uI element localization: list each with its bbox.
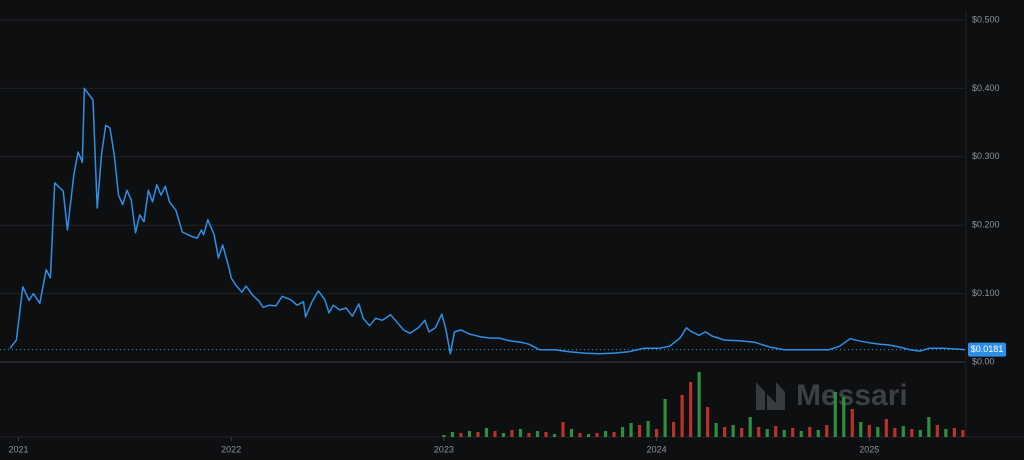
volume-bar <box>731 425 735 437</box>
volume-bar <box>910 429 914 437</box>
volume-bar <box>714 423 718 437</box>
y-tick-label: $0.100 <box>972 288 1000 298</box>
y-tick-label: $0.00 <box>972 356 995 366</box>
volume-bar <box>816 430 820 437</box>
volume-bar <box>765 429 769 437</box>
volume-bar <box>808 427 812 437</box>
volume-bar <box>450 432 455 437</box>
volume-bar <box>944 429 948 437</box>
volume-bar <box>706 407 710 437</box>
volume-bar <box>842 397 846 437</box>
volume-bar <box>586 434 591 437</box>
volume-bar <box>646 421 650 437</box>
volume-bar <box>901 426 905 437</box>
volume-bar <box>799 431 803 437</box>
volume-bar <box>697 372 701 437</box>
watermark: Messari <box>796 379 908 412</box>
x-tick-label: 2022 <box>221 444 241 454</box>
volume-bar <box>527 433 531 437</box>
volume-bar <box>672 422 676 437</box>
volume-bar <box>459 433 463 437</box>
volume-bar <box>561 422 565 437</box>
volume-bar <box>501 433 506 437</box>
y-tick-label: $0.500 <box>972 14 1000 24</box>
volume-bar <box>689 382 693 437</box>
volume-bar <box>918 430 922 437</box>
volume-bar <box>740 428 744 437</box>
volume-bar <box>476 432 480 437</box>
volume-bar <box>884 419 888 437</box>
volume-bar <box>893 428 897 437</box>
volume-bar <box>680 395 684 437</box>
price-line <box>9 87 966 355</box>
volume-bar <box>774 426 778 437</box>
y-tick-label: $0.300 <box>972 151 1000 161</box>
x-tick-label: 2023 <box>434 444 454 454</box>
volume-bar <box>833 392 837 437</box>
volume-bar <box>637 425 642 437</box>
volume-bar <box>578 433 582 437</box>
volume-bar <box>663 399 667 437</box>
watermark-logo <box>756 382 785 410</box>
volume-bar <box>791 428 795 437</box>
volume-bar <box>935 425 939 437</box>
volume-bar <box>961 430 965 437</box>
volume-bar <box>569 429 574 437</box>
volume-bar <box>723 427 727 437</box>
volume-bar <box>612 432 616 437</box>
volume-bar <box>876 427 880 437</box>
volume-bar <box>595 433 599 437</box>
volume-bar <box>654 429 659 437</box>
volume-bar <box>629 423 633 437</box>
y-tick-label: $0.200 <box>972 220 1000 230</box>
volume-bar <box>510 430 514 437</box>
x-tick-label: 2024 <box>647 444 667 454</box>
volume-bar <box>927 417 931 437</box>
volume-bar <box>518 429 523 437</box>
current-price-label: $0.0181 <box>971 344 1004 354</box>
y-tick-label: $0.400 <box>972 83 1000 93</box>
volume-bar <box>544 432 548 437</box>
volume-bar <box>484 428 489 437</box>
volume-bar <box>748 417 752 437</box>
current-price-badge <box>968 342 1006 357</box>
x-tick-label: 2025 <box>859 444 879 454</box>
volume-bar <box>603 431 608 437</box>
volume-bar <box>535 431 540 437</box>
volume-bar <box>467 431 472 437</box>
volume-bar <box>620 427 625 437</box>
volume-bar <box>757 427 761 437</box>
volume-bar <box>859 422 863 437</box>
volume-bar <box>825 425 829 437</box>
volume-bar <box>442 435 446 437</box>
x-tick-label: 2021 <box>8 444 28 454</box>
volume-bar <box>782 430 786 437</box>
volume-bar <box>867 425 871 437</box>
volume-bar <box>493 431 497 437</box>
volume-bar <box>552 434 557 437</box>
volume-bar <box>952 428 956 437</box>
volume-bar <box>850 409 854 437</box>
